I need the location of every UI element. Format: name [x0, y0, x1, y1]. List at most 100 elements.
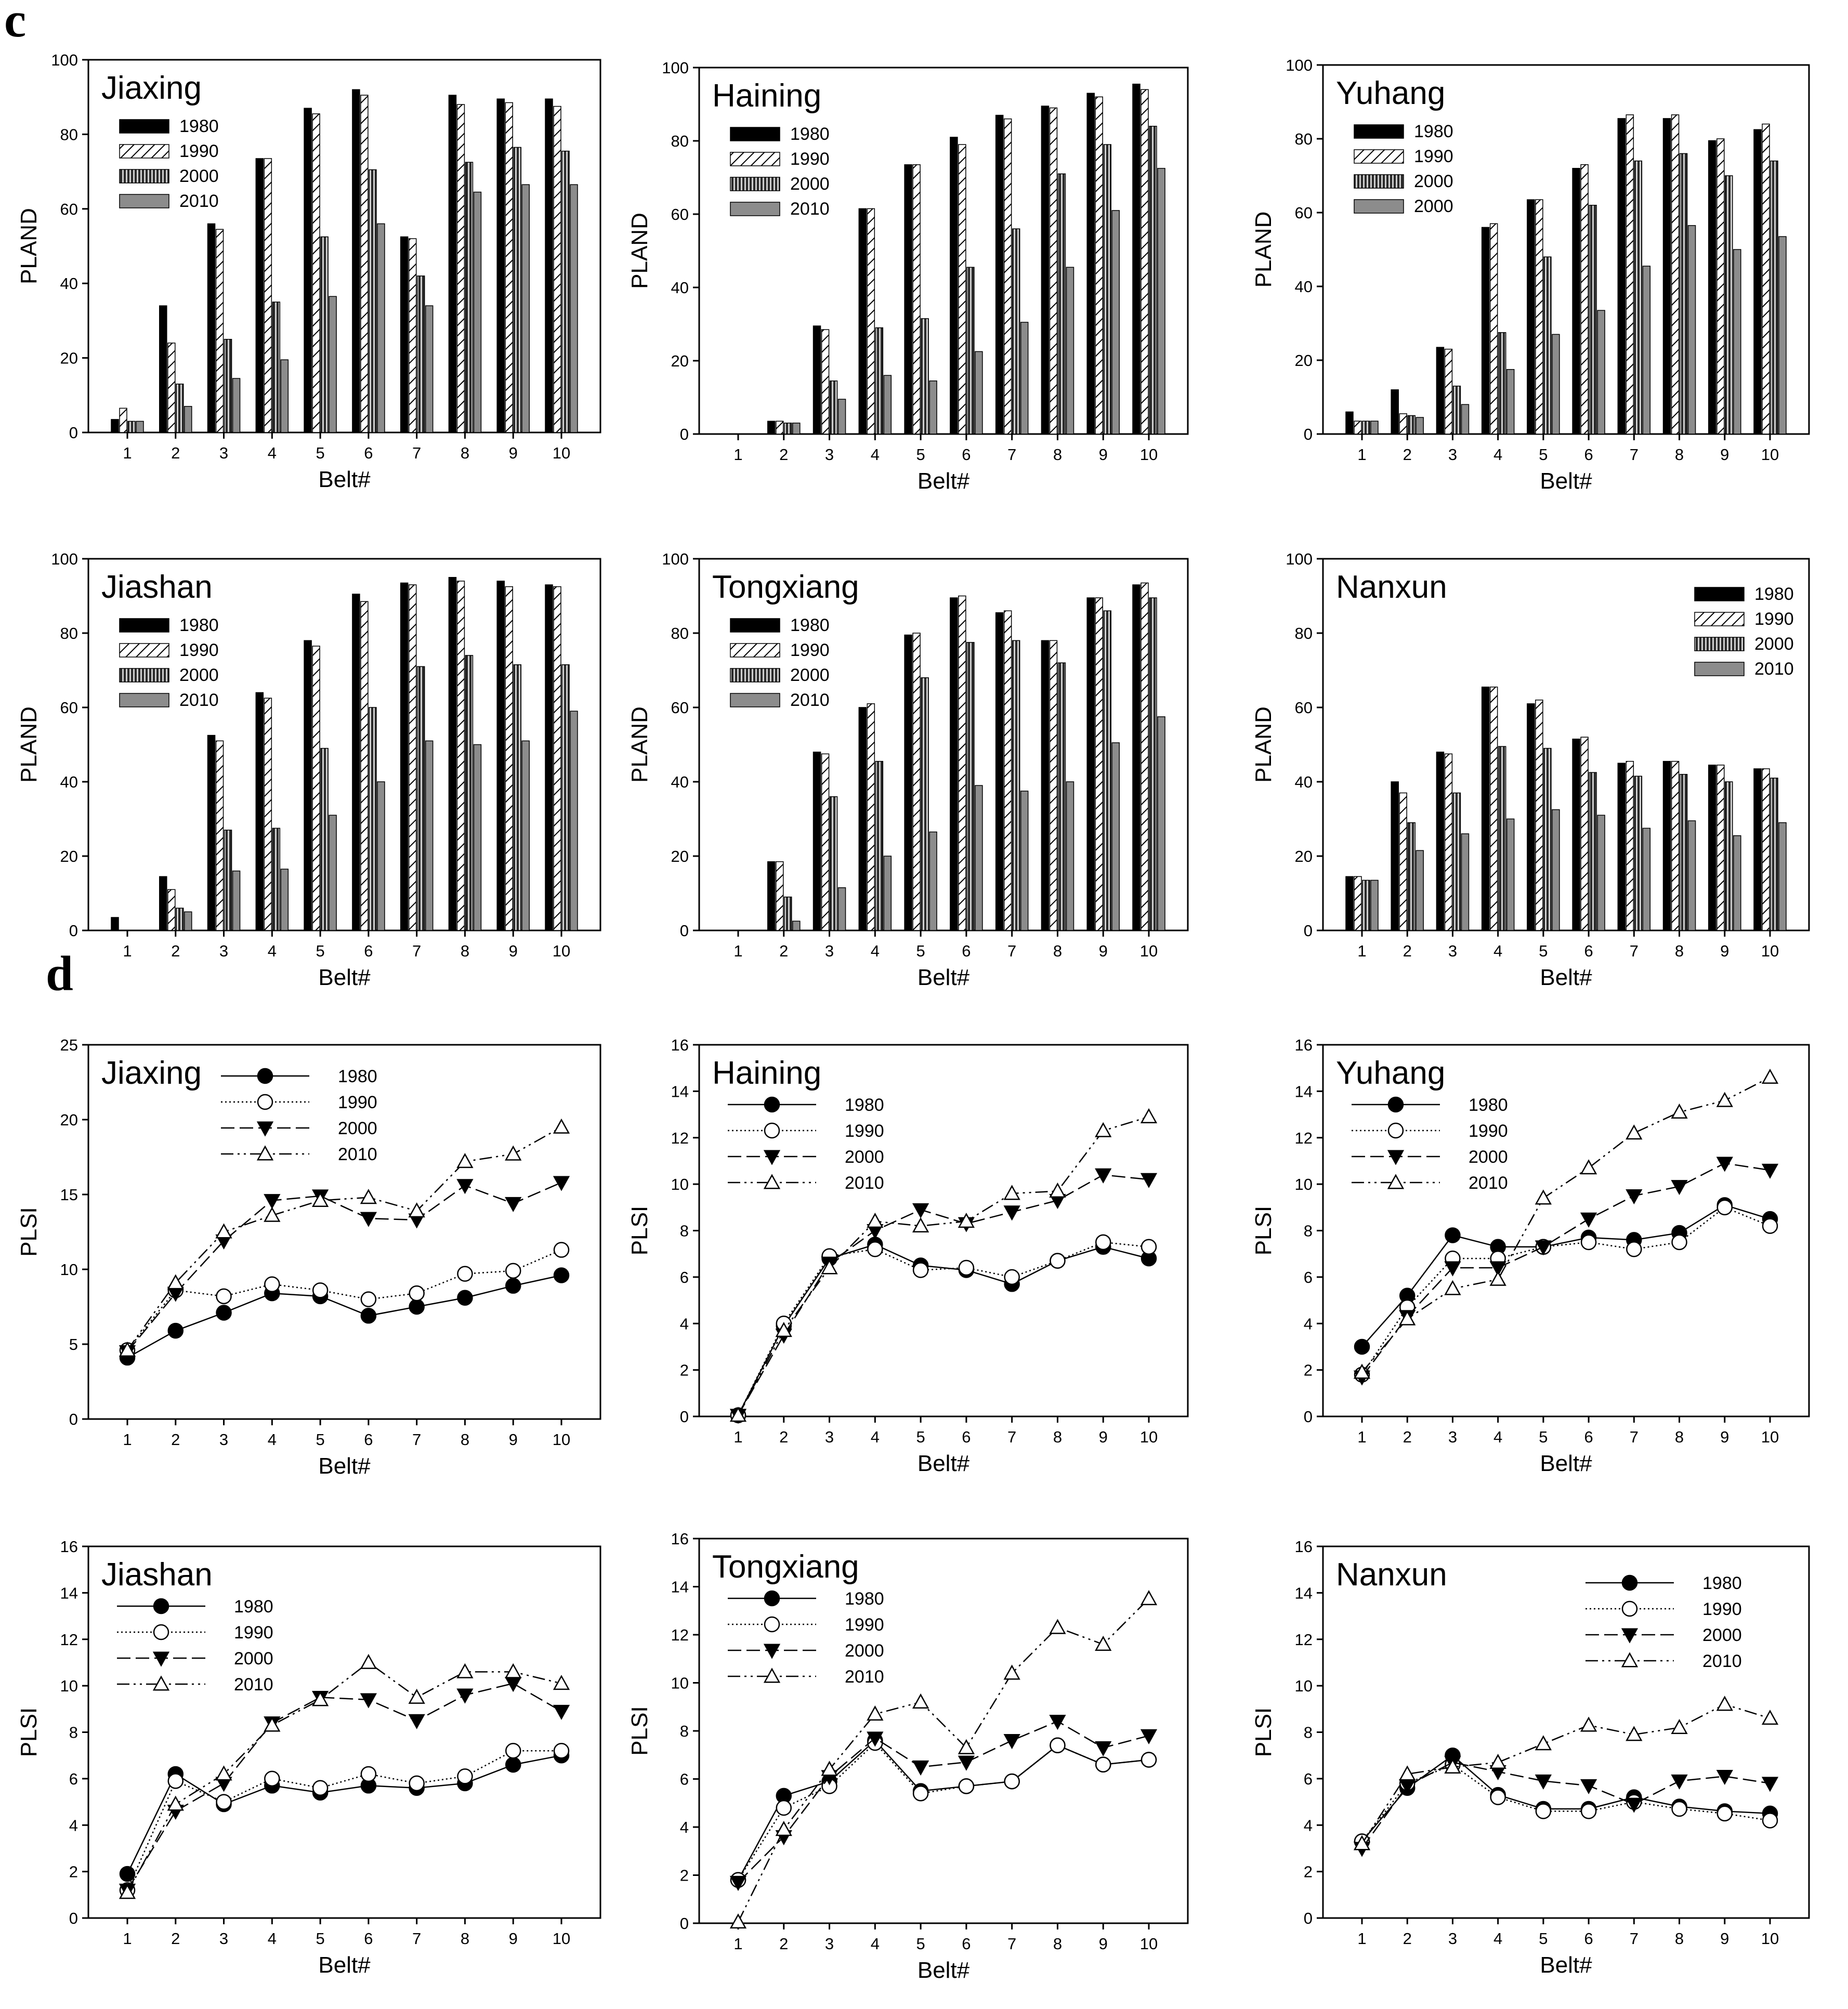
point-2010 [553, 1675, 570, 1690]
y-tick-label: 100 [1286, 550, 1313, 568]
x-tick-label: 2 [171, 444, 180, 462]
bar-2000 [1461, 404, 1470, 435]
bar-1980 [1132, 83, 1141, 435]
chart-title: Jiashan [101, 569, 213, 605]
series-line-2000 [738, 1721, 1149, 1883]
legend-swatch [119, 618, 169, 633]
y-tick-label: 8 [1304, 1724, 1313, 1742]
y-tick-label: 0 [680, 922, 689, 940]
legend-label: 1980 [338, 1067, 377, 1086]
point-1980 [167, 1322, 184, 1339]
point-2010 [215, 1223, 232, 1239]
x-tick-label: 6 [1584, 942, 1593, 960]
point-1980 [505, 1756, 521, 1773]
bar-1990 [167, 343, 176, 433]
point-2010 [1399, 1310, 1416, 1325]
y-tick-label: 0 [69, 1410, 78, 1428]
legend-marker [1621, 1652, 1639, 1667]
legend-marker [1387, 1150, 1405, 1165]
point-1990 [216, 1794, 232, 1810]
series-line-2010 [737, 1116, 1149, 1416]
point-1990 [1004, 1773, 1020, 1790]
bar-1980 [1617, 763, 1626, 931]
bar-1990 [1626, 760, 1634, 931]
x-tick-label: 9 [1099, 1935, 1108, 1953]
bar-1980 [1617, 118, 1626, 435]
bar-1980 [1345, 411, 1354, 435]
series-line-1990 [127, 1249, 562, 1351]
bar-2000 [1589, 772, 1597, 931]
bar-2000 [513, 147, 521, 433]
x-tick-label: 8 [1053, 942, 1062, 960]
point-2010 [264, 1206, 281, 1222]
y-tick-label: 12 [1295, 1129, 1313, 1147]
bar-1980 [995, 612, 1004, 931]
legend-label: 2010 [1754, 659, 1794, 679]
point-1990 [1490, 1789, 1506, 1805]
legend-marker [256, 1145, 274, 1161]
legend-marker [763, 1150, 781, 1165]
x-tick-label: 7 [1007, 942, 1016, 960]
x-tick-label: 8 [1675, 942, 1684, 960]
x-tick-label: 10 [1140, 445, 1158, 464]
x-axis-label: Belt# [318, 467, 371, 492]
legend-swatch [730, 693, 780, 707]
bar-2000 [921, 318, 929, 435]
point-2010 [1489, 1754, 1506, 1769]
legend-swatch [119, 194, 169, 208]
x-tick-label: 1 [1357, 1428, 1366, 1446]
point-1990 [457, 1768, 473, 1784]
y-tick-label: 20 [671, 847, 689, 865]
legend-marker [257, 1068, 273, 1084]
y-tick-label: 40 [60, 274, 78, 293]
legend-label: 1990 [1469, 1121, 1508, 1141]
bar-1990 [1444, 753, 1453, 931]
point-1990 [264, 1276, 280, 1293]
x-tick-label: 1 [1357, 942, 1366, 960]
bar-2000 [369, 169, 377, 433]
point-2010 [1671, 1104, 1688, 1119]
y-tick-label: 14 [671, 1578, 689, 1596]
x-tick-label: 4 [1493, 1929, 1502, 1948]
bar-1980 [1753, 768, 1762, 931]
bar-1980 [255, 692, 264, 931]
legend-swatch [730, 643, 780, 658]
point-2010 [1353, 1835, 1371, 1850]
y-tick-label: 80 [60, 125, 78, 143]
bar-2000 [1370, 421, 1379, 435]
point-2010 [1049, 1182, 1066, 1198]
x-tick-label: 4 [871, 942, 880, 960]
point-1990 [1141, 1752, 1157, 1768]
y-tick-label: 20 [1295, 351, 1313, 370]
y-tick-label: 10 [1295, 1677, 1313, 1695]
x-tick-label: 5 [1539, 445, 1548, 464]
series-line-1990 [126, 1750, 561, 1890]
plot-frame [87, 1044, 601, 1420]
x-tick-label: 4 [268, 444, 277, 462]
bar-1980 [207, 734, 216, 931]
y-tick-label: 0 [680, 425, 689, 443]
point-2010 [1095, 1635, 1112, 1651]
point-2010 [1003, 1664, 1020, 1680]
x-tick-label: 4 [268, 1430, 277, 1449]
y-tick-label: 20 [60, 1111, 78, 1129]
series-line-1980 [127, 1275, 562, 1359]
y-tick-label: 16 [1295, 1036, 1313, 1054]
point-2010 [1399, 1765, 1416, 1781]
x-tick-label: 10 [1761, 1428, 1779, 1446]
legend-swatch [119, 693, 169, 707]
bar-2010 [232, 378, 241, 433]
chart-title: Jiaxing [101, 70, 202, 106]
x-tick-label: 2 [779, 942, 788, 960]
x-tick-label: 7 [412, 942, 421, 960]
bar-1990 [215, 740, 224, 931]
bar-2000 [369, 707, 377, 931]
bar-1990 [912, 633, 921, 931]
bar-1980 [1041, 640, 1050, 931]
x-tick-label: 2 [779, 445, 788, 464]
legend-swatch [1354, 149, 1404, 164]
y-tick-label: 10 [60, 1677, 78, 1695]
legend-label: 1980 [1469, 1095, 1508, 1115]
legend-label: 1980 [179, 116, 219, 136]
